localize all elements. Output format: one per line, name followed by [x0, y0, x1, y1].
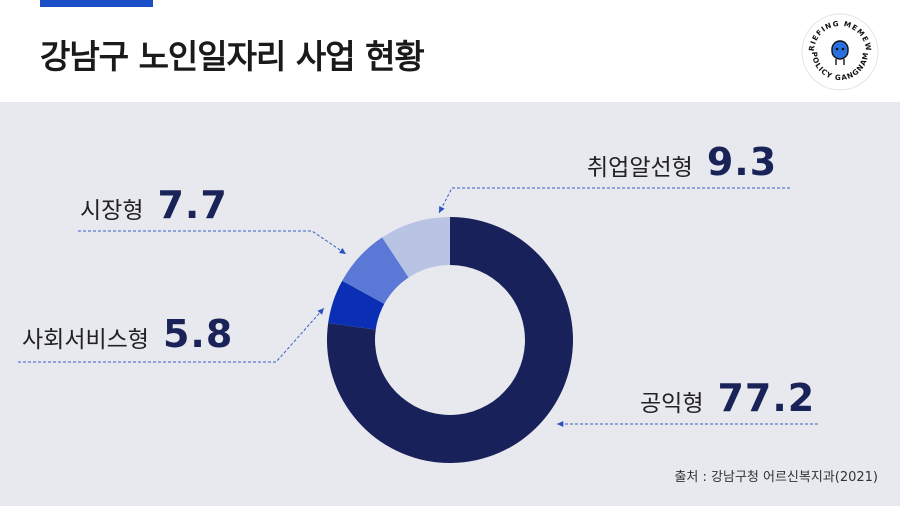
- leader-line-4: [438, 187, 790, 214]
- page-title: 강남구 노인일자리 사업 현황: [40, 37, 425, 76]
- value-label: 9.3: [706, 140, 778, 184]
- callout-label-4: 취업알선형 9.3: [587, 140, 777, 184]
- source-note: 출처 : 강남구청 어르신복지과(2021): [674, 470, 878, 485]
- header-bar: [0, 0, 900, 102]
- leader-line-3: [78, 230, 347, 255]
- callout-label-2: 사회서비스형 5.8: [22, 312, 233, 356]
- policy-briefing-badge-icon: BRIEFING MEMEWE POLICY GANGNAM: [800, 12, 879, 91]
- accent-bar: [40, 0, 153, 7]
- leader-arrow-4: [439, 206, 445, 213]
- leader-arrow-2: [317, 308, 324, 315]
- leader-arrow-3: [339, 247, 346, 254]
- leader-arrow-1: [557, 420, 564, 428]
- category-label: 공익형: [640, 391, 704, 417]
- category-label: 시장형: [80, 198, 144, 224]
- donut-slice-2: [328, 280, 385, 330]
- value-label: 5.8: [162, 312, 234, 356]
- callout-label-3: 시장형 7.7: [80, 183, 228, 227]
- donut-slice-4: [382, 217, 450, 278]
- callout-label-1: 공익형 77.2: [640, 376, 815, 420]
- donut-slice-1: [327, 217, 574, 463]
- category-label: 취업알선형: [587, 155, 693, 181]
- value-label: 7.7: [157, 183, 228, 227]
- value-label: 77.2: [717, 376, 816, 420]
- category-label: 사회서비스형: [22, 327, 149, 353]
- leader-line-2: [18, 307, 325, 363]
- donut-slice-3: [342, 237, 409, 304]
